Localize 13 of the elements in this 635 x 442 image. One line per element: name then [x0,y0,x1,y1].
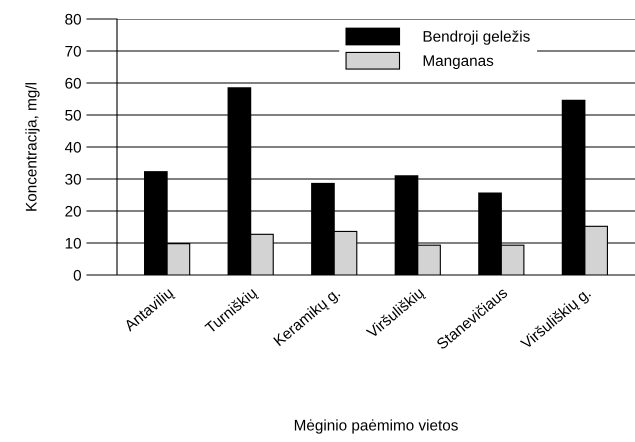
legend-label: Bendroji geležis [424,30,530,45]
y-tick-label: 50 [65,110,81,121]
y-tick-label: 20 [65,206,81,217]
y-tick-label: 10 [66,238,81,249]
y-tick-label: 30 [65,174,81,185]
legend-label: Manganas [424,55,494,70]
y-axis-title: Koncentracija, mg/l [25,83,40,211]
x-axis-title: Mėginio paėmimo vietos [294,419,458,434]
y-tick-label: 80 [65,14,81,25]
y-tick-label: 0 [74,270,81,281]
y-tick-label: 40 [64,142,81,153]
y-tick-label: 70 [65,46,81,57]
y-tick-label: 60 [65,78,81,89]
